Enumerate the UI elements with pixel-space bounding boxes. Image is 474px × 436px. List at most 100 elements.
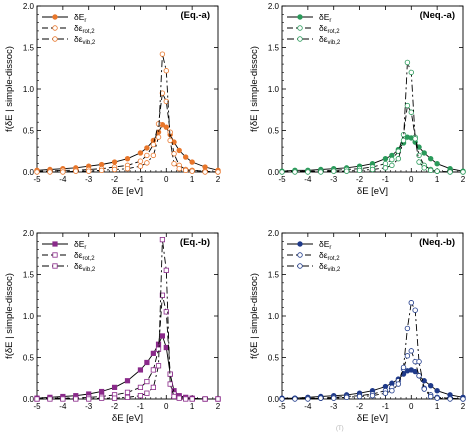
x-tick-label: -4 bbox=[59, 402, 67, 411]
data-point bbox=[86, 168, 92, 174]
legend-marker bbox=[297, 14, 303, 20]
legend-label: δεvib,2 bbox=[74, 261, 96, 273]
data-point bbox=[155, 134, 162, 140]
x-tick-label: -4 bbox=[59, 175, 67, 184]
data-point bbox=[111, 166, 118, 173]
data-point bbox=[356, 167, 363, 174]
data-point bbox=[400, 364, 407, 371]
data-point bbox=[150, 141, 157, 148]
data-point bbox=[99, 388, 105, 395]
data-point bbox=[412, 136, 418, 142]
data-point bbox=[382, 156, 389, 162]
data-point bbox=[318, 395, 324, 401]
data-point bbox=[421, 165, 427, 171]
y-tick-label: 0.0 bbox=[23, 168, 35, 177]
x-tick-label: 1 bbox=[190, 402, 195, 411]
series-rot-2 bbox=[34, 292, 221, 402]
data-point bbox=[163, 124, 169, 130]
data-point bbox=[144, 359, 150, 366]
data-point bbox=[176, 147, 182, 154]
y-tick-label: 1.5 bbox=[23, 44, 35, 53]
y-tick-label: 1.5 bbox=[268, 44, 280, 53]
data-point bbox=[369, 166, 376, 173]
data-point bbox=[159, 90, 166, 96]
data-point bbox=[305, 396, 311, 402]
data-point bbox=[189, 168, 195, 174]
data-point bbox=[159, 333, 166, 339]
series-line bbox=[37, 53, 218, 173]
chart-panel-eq-b: -5 -4 -3 -2 -1 0 1 2 0.0 0.5 1.0 1.5 2.0 δE [eV] f(δE … bbox=[4, 229, 221, 424]
data-point bbox=[60, 396, 66, 402]
data-point bbox=[202, 169, 208, 175]
data-point bbox=[47, 396, 53, 402]
legend-marker bbox=[52, 25, 58, 31]
series-line bbox=[36, 334, 218, 400]
plot-frame bbox=[36, 5, 219, 173]
data-point bbox=[182, 167, 189, 174]
data-point bbox=[382, 165, 389, 171]
data-point bbox=[427, 167, 434, 174]
series-line bbox=[37, 239, 218, 400]
data-point bbox=[427, 393, 434, 400]
data-point bbox=[124, 156, 131, 162]
y-axis-title: f(δE | simple-dissoc) bbox=[4, 46, 15, 132]
chart-panel-neq-b: -5 -4 -3 -2 -1 0 1 2 0.0 0.5 1.0 1.5 2.0 δE [eV] f(δE … bbox=[249, 229, 466, 424]
legend-marker bbox=[52, 14, 58, 20]
data-point bbox=[163, 68, 169, 74]
data-point bbox=[124, 394, 131, 400]
y-axis-title: f(δE | simple-dissoc) bbox=[4, 273, 15, 359]
data-point bbox=[408, 348, 414, 354]
legend-label: δεrot,2 bbox=[319, 250, 340, 262]
data-point bbox=[460, 169, 466, 175]
x-tick-label: -5 bbox=[33, 402, 41, 411]
data-point bbox=[389, 162, 395, 169]
series-line bbox=[36, 295, 218, 400]
data-point bbox=[176, 165, 182, 172]
x-axis-title: δE [eV] bbox=[112, 186, 143, 197]
legend-marker bbox=[297, 263, 303, 269]
y-tick-label: 2.0 bbox=[268, 2, 280, 11]
data-point bbox=[404, 59, 411, 66]
y-axis-title: f(δE | simple-dissoc) bbox=[249, 273, 260, 359]
data-point bbox=[434, 395, 440, 401]
data-point bbox=[137, 163, 144, 169]
data-point bbox=[400, 137, 407, 144]
series-vib-2 bbox=[279, 300, 466, 402]
legend-label: δεvib,2 bbox=[319, 34, 341, 46]
data-point bbox=[171, 393, 177, 400]
data-point bbox=[427, 156, 434, 162]
data-point bbox=[73, 168, 79, 174]
y-tick-label: 1.0 bbox=[268, 312, 280, 321]
data-point bbox=[163, 309, 169, 315]
x-tick-label: 0 bbox=[409, 402, 414, 411]
y-tick-label: 1.5 bbox=[23, 271, 35, 280]
x-tick-label: -5 bbox=[278, 402, 286, 411]
data-point bbox=[144, 145, 150, 151]
panels-group: -5 -4 -3 -2 -1 0 1 2 0.0 0.5 1.0 1.5 2.0 δE [eV] f(δE … bbox=[4, 2, 466, 424]
x-tick-label: 1 bbox=[435, 402, 440, 411]
data-point bbox=[408, 300, 414, 306]
data-point bbox=[137, 158, 144, 164]
data-point bbox=[412, 307, 418, 313]
data-point bbox=[421, 378, 427, 384]
data-point bbox=[137, 393, 144, 399]
data-point bbox=[421, 386, 427, 392]
data-point bbox=[171, 151, 177, 157]
data-point bbox=[331, 395, 337, 401]
data-point bbox=[434, 160, 440, 167]
data-point bbox=[356, 393, 363, 400]
plot-frame bbox=[36, 232, 219, 400]
x-tick-label: 0 bbox=[164, 402, 169, 411]
data-point bbox=[34, 396, 40, 402]
x-tick-label: -4 bbox=[304, 175, 312, 184]
x-tick-label: 0 bbox=[164, 175, 169, 184]
x-tick-label: -5 bbox=[278, 175, 286, 184]
legend-label: δεvib,2 bbox=[319, 261, 341, 273]
x-tick-label: 1 bbox=[190, 175, 195, 184]
x-tick-label: -5 bbox=[33, 175, 41, 184]
data-point bbox=[189, 159, 195, 165]
x-tick-label: -3 bbox=[85, 402, 93, 411]
